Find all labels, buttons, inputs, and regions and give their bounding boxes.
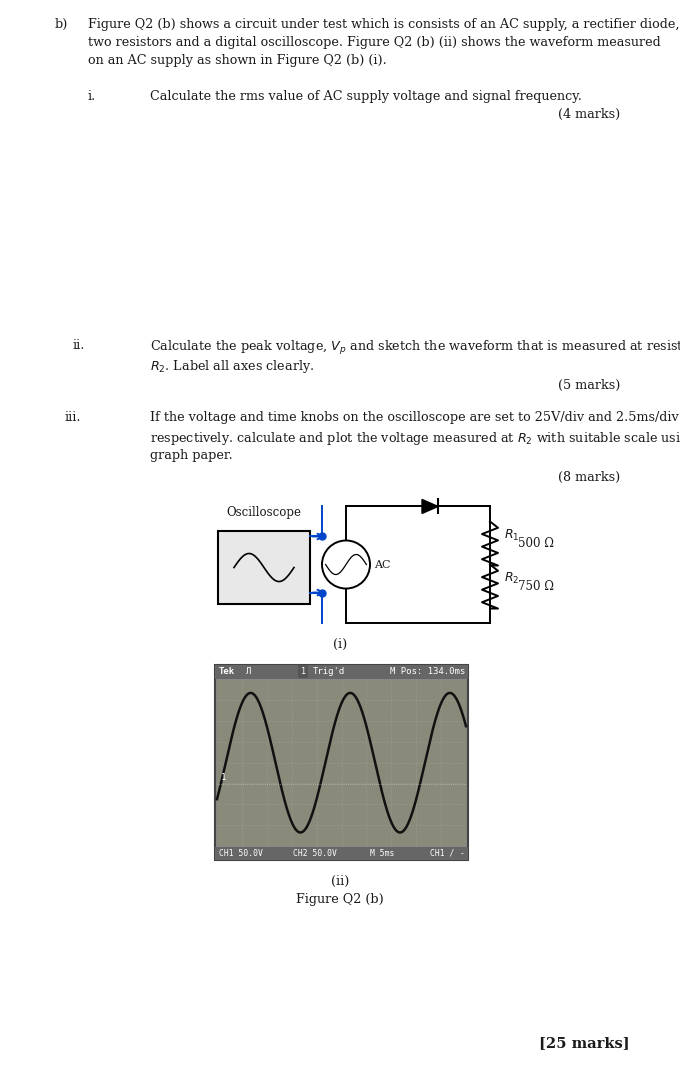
Text: M Pos: 134.0ms: M Pos: 134.0ms bbox=[390, 667, 465, 676]
Text: Л: Л bbox=[245, 667, 250, 676]
Text: CH2 50.0V: CH2 50.0V bbox=[293, 849, 337, 858]
Text: $R_2$: $R_2$ bbox=[504, 571, 520, 586]
Text: Trig'd: Trig'd bbox=[313, 667, 345, 676]
Bar bbox=[215, 847, 468, 860]
Text: ii.: ii. bbox=[73, 339, 86, 352]
Text: $R_1$: $R_1$ bbox=[504, 528, 520, 543]
Text: [25 marks]: [25 marks] bbox=[539, 1036, 630, 1050]
Text: Calculate the peak voltage, $V_p$ and sketch the waveform that is measured at re: Calculate the peak voltage, $V_p$ and sk… bbox=[150, 339, 680, 357]
Bar bbox=[217, 679, 466, 846]
Text: Calculate the rms value of AC supply voltage and signal frequency.: Calculate the rms value of AC supply vol… bbox=[150, 90, 582, 103]
Bar bbox=[215, 664, 468, 860]
Text: -: - bbox=[459, 849, 464, 858]
Text: graph paper.: graph paper. bbox=[150, 449, 233, 462]
Text: (i): (i) bbox=[333, 637, 347, 650]
Text: 500 Ω: 500 Ω bbox=[518, 537, 554, 550]
Bar bbox=[215, 664, 468, 678]
Text: 750 Ω: 750 Ω bbox=[518, 580, 554, 593]
Text: 1: 1 bbox=[221, 773, 226, 782]
Text: M 5ms: M 5ms bbox=[370, 849, 394, 858]
Text: 1: 1 bbox=[301, 667, 305, 676]
Text: on an AC supply as shown in Figure Q2 (b) (i).: on an AC supply as shown in Figure Q2 (b… bbox=[88, 54, 387, 67]
Text: (5 marks): (5 marks) bbox=[558, 379, 620, 392]
Text: b): b) bbox=[55, 18, 69, 31]
Text: Tek: Tek bbox=[219, 667, 235, 676]
Text: respectively. calculate and plot the voltage measured at $R_2$ with suitable sca: respectively. calculate and plot the vol… bbox=[150, 431, 680, 447]
Text: If the voltage and time knobs on the oscilloscope are set to 25V/div and 2.5ms/d: If the voltage and time knobs on the osc… bbox=[150, 411, 679, 424]
Text: CH1 50.0V: CH1 50.0V bbox=[219, 849, 263, 858]
Text: Oscilloscope: Oscilloscope bbox=[226, 507, 301, 519]
Text: iii.: iii. bbox=[65, 411, 82, 424]
Bar bbox=[218, 531, 310, 604]
Text: (4 marks): (4 marks) bbox=[558, 108, 620, 121]
Text: Figure Q2 (b): Figure Q2 (b) bbox=[296, 893, 384, 906]
Text: i.: i. bbox=[88, 90, 97, 103]
Text: Figure Q2 (b) shows a circuit under test which is consists of an AC supply, a re: Figure Q2 (b) shows a circuit under test… bbox=[88, 18, 679, 31]
Text: (8 marks): (8 marks) bbox=[558, 472, 620, 485]
Text: AC: AC bbox=[374, 559, 390, 569]
Text: $R_2$. Label all axes clearly.: $R_2$. Label all axes clearly. bbox=[150, 359, 314, 376]
Text: two resistors and a digital oscilloscope. Figure Q2 (b) (ii) shows the waveform : two resistors and a digital oscilloscope… bbox=[88, 36, 661, 49]
Text: CH1 /: CH1 / bbox=[430, 849, 454, 858]
Text: (ii): (ii) bbox=[330, 875, 350, 888]
Polygon shape bbox=[422, 499, 438, 513]
